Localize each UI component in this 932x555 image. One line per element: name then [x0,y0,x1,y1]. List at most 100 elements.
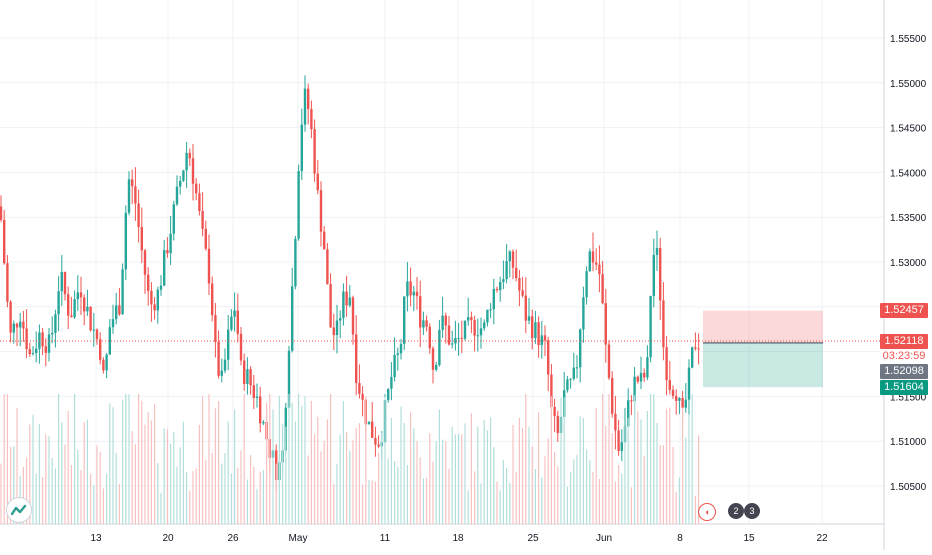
volume-bar [333,483,335,524]
candle-body [25,328,28,350]
volume-bar [650,394,652,524]
candle-body [172,204,175,234]
volume-bar [576,454,578,524]
volume-bar [438,409,440,524]
candle-body [54,314,57,333]
volume-bar [278,395,280,524]
candle-body [243,360,246,384]
candle-body [140,226,143,251]
candle-body [486,309,489,323]
candle-body [92,329,95,331]
volume-bar [698,435,700,524]
candle-body [518,278,521,291]
volume-bar [240,450,242,524]
x-tick-label: 8 [677,533,683,544]
canada-flag-icon[interactable]: ◖ [698,503,716,521]
candle-body [470,317,473,321]
volume-bar [307,455,309,524]
candle-body [639,372,643,382]
volume-bar [365,396,367,524]
volume-bar [448,468,450,524]
countdown-tag: 03:23:59 [880,349,928,365]
earnings-icon[interactable]: 2 [728,503,744,519]
volume-bar [538,412,540,524]
candle-body [255,396,259,398]
candle-body [617,430,620,451]
candle-body [159,285,163,290]
volume-bar [672,447,674,524]
candle-body [662,300,665,348]
candle-body [479,328,483,336]
target-price-tag: 1.52457 [880,303,928,319]
volume-bar [93,485,95,524]
volume-bar [64,444,66,524]
volume-bar [301,405,303,524]
candle-body [655,247,659,255]
candle-body [419,296,422,328]
candle-body [329,284,332,328]
candle-body [35,348,38,354]
candle-body [339,318,342,321]
tradingview-logo-icon[interactable] [6,497,32,523]
candle-body [524,295,527,321]
earnings-icon[interactable]: 3 [744,503,760,519]
candle-body [79,292,83,298]
x-tick-label: 26 [227,533,239,544]
candle-body [425,320,428,327]
volume-bar [189,490,191,524]
volume-bar [627,417,629,524]
candle-body [236,310,239,334]
candle-body [489,309,492,311]
volume-bar [272,409,274,524]
volume-bar [614,481,616,524]
volume-bar [374,481,376,524]
volume-bar [186,471,188,524]
x-tick-label: 25 [527,533,539,544]
volume-bar [643,456,645,524]
candle-body [131,179,134,187]
candle-body [121,269,124,315]
volume-bar [384,396,386,524]
volume-bar [99,451,101,524]
volume-bar [182,421,184,524]
candle-body [230,316,233,330]
candle-body [287,350,291,408]
candle-body [239,333,243,361]
volume-bar [640,419,642,524]
volume-bar [525,394,527,524]
candle-body [9,301,12,333]
volume-bar [109,403,111,524]
candle-body [12,323,15,333]
volume-bar [118,483,120,524]
volume-bar [586,449,588,524]
candle-body [508,251,511,262]
volume-bar [13,446,15,524]
volume-bar [262,470,264,524]
volume-bar [74,394,76,524]
volume-bar [515,471,517,524]
candle-body [502,279,505,283]
candle-body [630,400,633,402]
volume-bar [317,416,319,524]
candle-body [505,261,508,280]
volume-bar [51,457,53,524]
volume-bar [403,422,405,524]
volume-bar [573,459,575,524]
volume-bar [275,463,277,524]
volume-bar [602,394,604,524]
volume-bar [502,459,504,524]
y-tick-label: 1.54500 [890,124,927,135]
volume-bar [134,444,136,524]
volume-bar [509,483,511,524]
volume-bar [474,471,476,524]
volume-bar [512,424,514,524]
candle-body [63,271,67,295]
volume-bar [634,395,636,524]
candle-body [319,190,323,232]
volume-bar [83,422,85,524]
volume-bar [326,419,328,524]
candle-body [127,179,131,213]
volume-bar [141,400,143,524]
